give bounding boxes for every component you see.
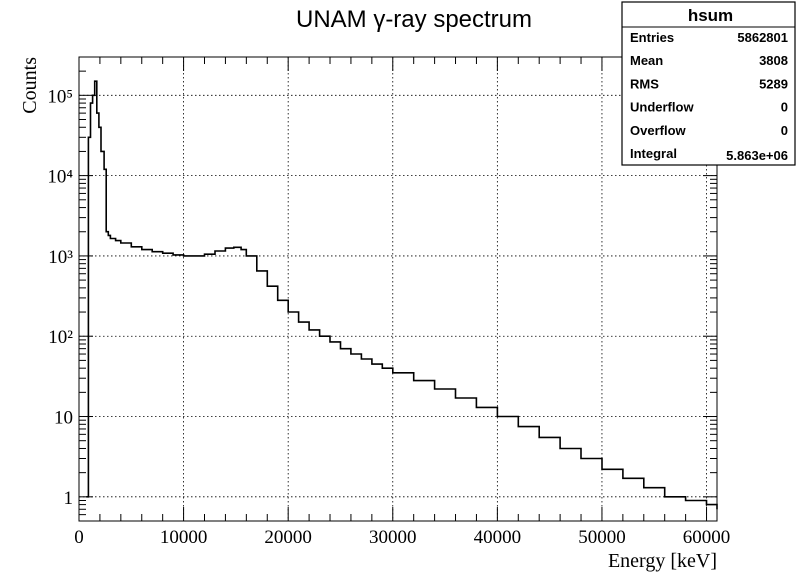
stats-row-label: Mean bbox=[630, 53, 663, 68]
y-axis-label: Counts bbox=[19, 57, 41, 114]
stats-row-value: 5289 bbox=[759, 76, 788, 91]
stats-row-value: 0 bbox=[781, 123, 788, 138]
y-tick-label: 1 bbox=[64, 488, 74, 509]
stats-box-title: hsum bbox=[688, 6, 733, 25]
stats-row-value: 0 bbox=[781, 100, 788, 115]
stats-row-value: 5862801 bbox=[737, 30, 788, 45]
axis-ticks bbox=[78, 56, 717, 521]
stats-row-label: Overflow bbox=[630, 123, 687, 138]
stats-box-rows: Entries 5862801 Mean 3808 RMS 5289 Underflow 0 O… bbox=[630, 30, 788, 163]
x-tick-label: 30000 bbox=[369, 527, 417, 548]
plot-frame bbox=[78, 56, 718, 522]
y-tick-label: 10³ bbox=[48, 247, 73, 268]
chart-title: UNAM γ-ray spectrum bbox=[296, 6, 532, 33]
x-tick-label: 20000 bbox=[264, 527, 312, 548]
histogram-line bbox=[86, 80, 718, 510]
x-tick-label: 40000 bbox=[474, 527, 522, 548]
grid-lines bbox=[79, 57, 717, 521]
x-tick-label: 10000 bbox=[160, 527, 208, 548]
stats-row-label: Integral bbox=[630, 146, 677, 161]
stats-row-label: Entries bbox=[630, 30, 674, 45]
stats-box-frame bbox=[621, 1, 796, 166]
x-tick-label: 50000 bbox=[578, 527, 626, 548]
x-tick-label: 60000 bbox=[683, 527, 731, 548]
y-tick-label: 10⁵ bbox=[47, 86, 73, 107]
y-tick-label: 10² bbox=[48, 327, 73, 348]
stats-row-value: 5.863e+06 bbox=[726, 148, 788, 163]
stats-row-label: RMS bbox=[630, 76, 659, 91]
stats-row-value: 3808 bbox=[759, 53, 788, 68]
tick-labels: 0 10000 20000 30000 40000 50000 60000 1 10 10² 10³… bbox=[47, 86, 730, 548]
histogram-series bbox=[86, 80, 718, 510]
x-tick-label: 0 bbox=[74, 527, 84, 548]
y-tick-label: 10 bbox=[54, 408, 73, 429]
stats-box: hsum Entries 5862801 Mean 3808 RMS 5289 Underf… bbox=[621, 1, 796, 166]
y-tick-label: 10⁴ bbox=[47, 167, 73, 188]
stats-row-label: Underflow bbox=[630, 100, 694, 115]
x-axis-label: Energy [keV] bbox=[608, 550, 717, 572]
